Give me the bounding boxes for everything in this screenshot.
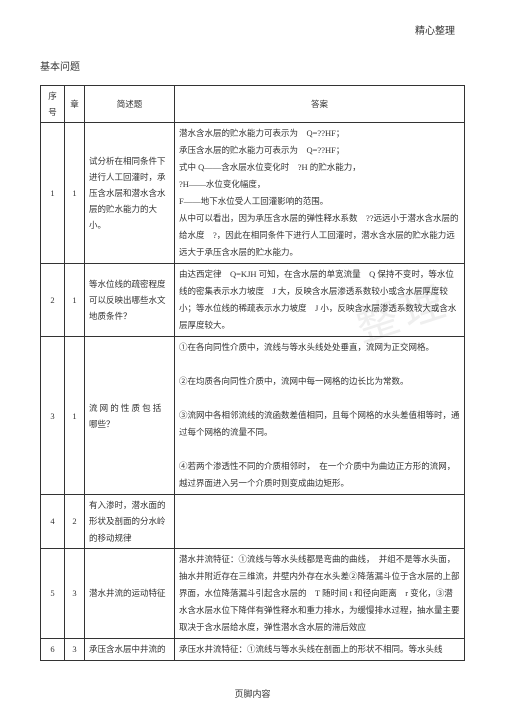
cell-answer [175, 495, 465, 548]
cell-chapter: 3 [65, 548, 85, 638]
col-header-seq: 序号 [41, 86, 65, 123]
cell-question: 等水位线的疏密程度可以反映出哪些水文地质条件？ [85, 264, 175, 337]
col-header-chapter: 章 [65, 86, 85, 123]
cell-answer: 由达西定律 Q=KJH 可知，在含水层的单宽流量 Q 保持不变时，等水位线的密集… [175, 264, 465, 337]
section-title: 基本问题 [40, 58, 465, 73]
page-footer: 页脚内容 [0, 687, 505, 700]
table-row: 6 3 承压含水层中井流的 承压水井流特征：①流线与等水头线在剖面上的形状不相同… [41, 638, 465, 660]
cell-question: 承压含水层中井流的 [85, 638, 175, 660]
cell-seq: 3 [41, 337, 65, 495]
cell-answer: ①在各向同性介质中，流线与等水头线处处垂直，流网为正交网格。②在均质各向同性介质… [175, 337, 465, 495]
table-row: 3 1 流 网 的 性 质 包 括 哪些？ ①在各向同性介质中，流线与等水头线处… [41, 337, 465, 495]
cell-chapter: 3 [65, 638, 85, 660]
cell-chapter: 1 [65, 337, 85, 495]
cell-seq: 2 [41, 264, 65, 337]
cell-chapter: 1 [65, 264, 85, 337]
cell-seq: 5 [41, 548, 65, 638]
col-header-answer: 答案 [175, 86, 465, 123]
table-row: 4 2 有入渗时，潜水面的形状及剖面的分水岭的移动规律 [41, 495, 465, 548]
cell-question: 流 网 的 性 质 包 括 哪些？ [85, 337, 175, 495]
cell-seq: 4 [41, 495, 65, 548]
cell-seq: 6 [41, 638, 65, 660]
header-right: 精心整理 [415, 22, 455, 37]
cell-question: 试分析在相同条件下进行人工回灌时，承压含水层和潜水含水层的贮水能力的大小。 [85, 123, 175, 264]
cell-seq: 1 [41, 123, 65, 264]
cell-answer: 潜水含水层的贮水能力可表示为 Q=??HF；承压含水层的贮水能力可表示为 Q=?… [175, 123, 465, 264]
cell-question: 潜水井流的运动特征 [85, 548, 175, 638]
table-header-row: 序号 章 简述题 答案 [41, 86, 465, 123]
main-table: 序号 章 简述题 答案 1 1 试分析在相同条件下进行人工回灌时，承压含水层和潜… [40, 85, 465, 661]
cell-chapter: 1 [65, 123, 85, 264]
table-row: 1 1 试分析在相同条件下进行人工回灌时，承压含水层和潜水含水层的贮水能力的大小… [41, 123, 465, 264]
table-row: 5 3 潜水井流的运动特征 潜水井流特征：①流线与等水头线都是弯曲的曲线， 并组… [41, 548, 465, 638]
cell-question: 有入渗时，潜水面的形状及剖面的分水岭的移动规律 [85, 495, 175, 548]
cell-answer: 承压水井流特征：①流线与等水头线在剖面上的形状不相同。等水头线 [175, 638, 465, 660]
table-row: 2 1 等水位线的疏密程度可以反映出哪些水文地质条件？ 由达西定律 Q=KJH … [41, 264, 465, 337]
cell-chapter: 2 [65, 495, 85, 548]
col-header-question: 简述题 [85, 86, 175, 123]
cell-answer: 潜水井流特征：①流线与等水头线都是弯曲的曲线， 并组不是等水头面，抽水井附近存在… [175, 548, 465, 638]
